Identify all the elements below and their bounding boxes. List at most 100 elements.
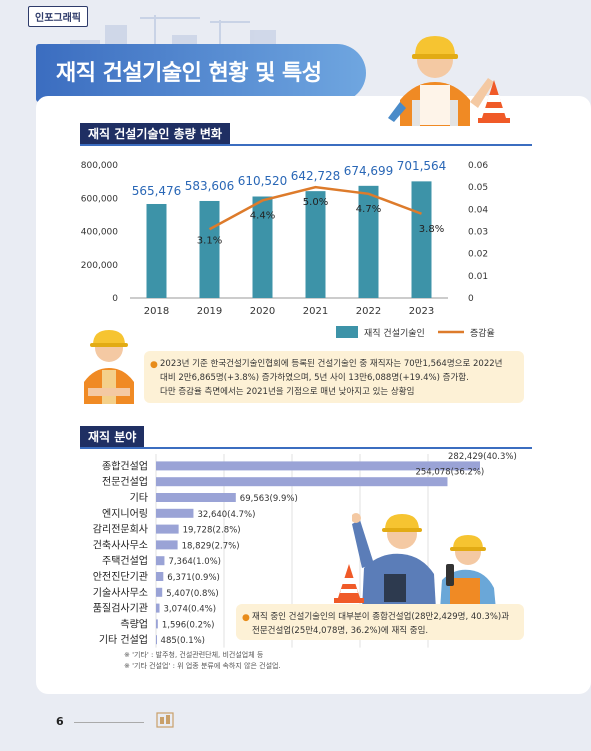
growth-rate-label: 5.0% xyxy=(303,197,328,208)
note-bullet-icon: ● xyxy=(242,613,250,623)
legend-label: 증감율 xyxy=(470,327,495,339)
y-tick-label: 400,000 xyxy=(81,228,118,238)
footnote: ※ '기타' : 발주청, 건설관련단체, 비건설업체 등 xyxy=(124,651,264,659)
bar-value-label: 701,564 xyxy=(397,159,447,173)
x-tick-label: 2018 xyxy=(144,306,169,317)
footnotes: ※ '기타' : 발주청, 건설관련단체, 비건설업체 등 ※ '기타 건설업'… xyxy=(124,650,281,672)
construction-worker-icon xyxy=(84,330,134,404)
bar-value-label: 674,699 xyxy=(344,164,394,178)
growth-rate-label: 4.4% xyxy=(250,210,275,221)
bar xyxy=(411,181,432,298)
bar xyxy=(156,603,160,613)
bar-value-label: 69,563(9.9%) xyxy=(240,494,298,504)
bar xyxy=(156,524,179,534)
traffic-cone-icon xyxy=(334,564,364,603)
bar xyxy=(156,635,157,645)
construction-worker-icon xyxy=(388,36,494,126)
x-tick-label: 2022 xyxy=(356,306,381,317)
category-label: 건축사사무소 xyxy=(93,539,148,551)
y2-tick-label: 0 xyxy=(468,294,474,304)
field-note: ● 재직 중인 건설기술인의 대부분이 종합건설업(28만2,429명, 40.… xyxy=(236,604,524,640)
note-line: 2023년 기준 한국건설기술인협회에 등록된 건설기술인 중 재직자는 70만… xyxy=(160,359,503,369)
bar xyxy=(358,185,379,298)
bar-value-label: 7,364(1.0%) xyxy=(168,557,221,567)
y2-tick-label: 0.02 xyxy=(468,250,488,260)
category-label: 감리전문회사 xyxy=(93,524,148,536)
bar xyxy=(252,196,273,298)
bar-value-label: 642,728 xyxy=(291,169,341,183)
bar xyxy=(156,540,178,550)
section-rule xyxy=(80,144,532,146)
category-label: 엔지니어링 xyxy=(102,508,148,520)
section-title-total: 재직 건설기술인 총량 변화 xyxy=(80,123,230,145)
bar xyxy=(156,619,158,629)
traffic-cone-icon xyxy=(478,80,510,123)
x-tick-label: 2023 xyxy=(409,306,434,317)
growth-rate-label: 4.7% xyxy=(356,204,381,215)
bar xyxy=(156,461,480,471)
bar-value-label: 485(0.1%) xyxy=(161,636,205,646)
note-line: 대비 2만6,865명(+3.8%) 증가하였으며, 5년 사이 13만6,08… xyxy=(160,373,469,383)
construction-worker-icon xyxy=(352,513,496,610)
y2-tick-label: 0.03 xyxy=(468,228,488,238)
category-label: 종합건설업 xyxy=(102,459,148,472)
category-label: 기술사사무소 xyxy=(93,587,148,599)
title-ribbon xyxy=(36,44,366,102)
y-tick-label: 600,000 xyxy=(81,194,118,204)
category-tag: 인포그래픽 xyxy=(28,6,88,27)
x-tick-label: 2020 xyxy=(250,306,275,317)
y-tick-label: 800,000 xyxy=(81,161,118,171)
growth-rate-line xyxy=(208,185,422,231)
category-label: 품질검사기관 xyxy=(93,603,148,615)
category-label: 주택건설업 xyxy=(102,554,148,567)
bar xyxy=(156,587,163,597)
y2-tick-label: 0.01 xyxy=(468,272,488,282)
bar xyxy=(156,572,164,581)
section-title-field: 재직 분야 xyxy=(80,426,145,448)
note-bullet-icon: ● xyxy=(150,360,158,370)
x-tick-label: 2019 xyxy=(197,306,222,317)
x-tick-label: 2021 xyxy=(303,306,328,317)
note-line: 전문건설업(25만4,078명, 36.2%)에 재직 중임. xyxy=(252,626,429,636)
bar-value-label: 18,829(2.7%) xyxy=(182,541,240,551)
y2-tick-label: 0.05 xyxy=(468,183,488,193)
y-tick-label: 200,000 xyxy=(81,261,118,271)
page-rule xyxy=(74,722,144,723)
footnote: ※ '기타 건설업' : 위 업종 분류에 속하지 않은 건설업. xyxy=(124,662,281,670)
legend-label: 재직 건설기술인 xyxy=(364,328,425,339)
page-number: 6 xyxy=(56,715,64,728)
bar xyxy=(156,508,194,518)
bar-value-label: 6,371(0.9%) xyxy=(167,573,220,583)
bar xyxy=(156,556,165,566)
category-label: 기타 xyxy=(130,492,148,504)
bar xyxy=(156,493,236,502)
legend-swatch-bar xyxy=(336,326,358,338)
bar xyxy=(305,191,326,298)
bar-value-label: 583,606 xyxy=(185,179,235,193)
category-label: 측량업 xyxy=(120,617,148,630)
category-label: 전문건설업 xyxy=(102,475,148,488)
bar-value-label: 610,520 xyxy=(238,174,288,188)
bar-value-label: 1,596(0.2%) xyxy=(162,620,215,630)
section-rule xyxy=(80,447,532,449)
total-note: ● 2023년 기준 한국건설기술인협회에 등록된 건설기술인 중 재직자는 7… xyxy=(144,351,524,403)
bar xyxy=(156,477,448,487)
growth-rate-label: 3.1% xyxy=(197,235,222,246)
bar-value-label: 5,407(0.8%) xyxy=(166,589,219,599)
note-line: 다만 증감율 측면에서는 2021년을 기점으로 매년 낮아지고 있는 상황임 xyxy=(160,387,415,397)
bar-value-label: 19,728(2.8%) xyxy=(183,526,241,536)
bar-value-label: 3,074(0.4%) xyxy=(164,605,217,615)
bar-value-label: 32,640(4.7%) xyxy=(197,510,255,520)
growth-rate-label: 3.8% xyxy=(419,224,444,235)
page-title: 재직 건설기술인 현황 및 특성 xyxy=(56,61,322,86)
category-label: 안전진단기관 xyxy=(93,571,148,583)
y2-tick-label: 0.04 xyxy=(468,205,488,215)
bar-value-label: 282,429(40.3%) xyxy=(448,452,517,462)
bar-value-label: 254,078(36.2%) xyxy=(415,468,484,478)
bar-value-label: 565,476 xyxy=(132,184,182,198)
book-icon xyxy=(156,712,174,728)
bar xyxy=(146,203,167,298)
category-label: 기타 건설업 xyxy=(99,633,148,646)
y2-tick-label: 0.06 xyxy=(468,161,488,171)
